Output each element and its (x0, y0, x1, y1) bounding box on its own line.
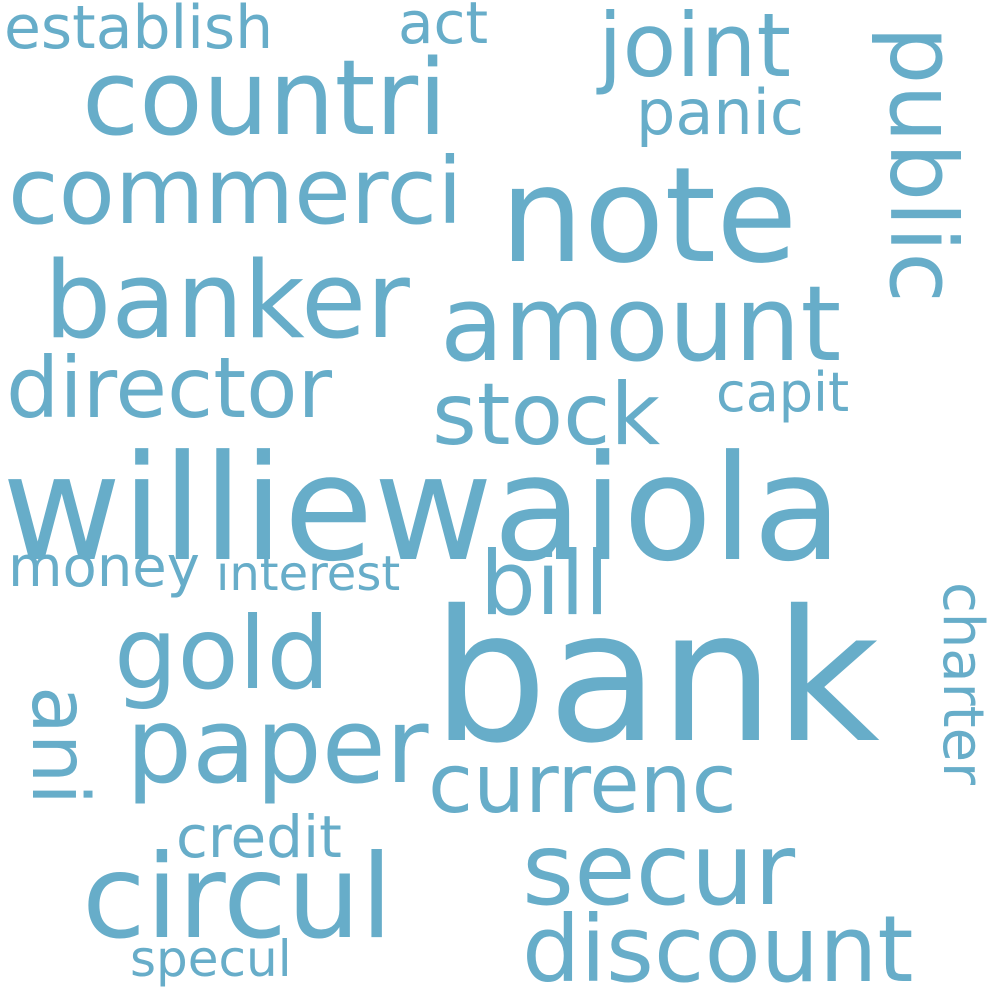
word-act: act (398, 0, 489, 57)
word-paper: paper (126, 685, 429, 807)
word-establish: establish (4, 0, 274, 63)
word-specul: specul (130, 930, 292, 988)
word-commerci: commerci (8, 138, 463, 245)
word-capit: capit (716, 361, 850, 424)
word-joint: joint (598, 0, 792, 97)
word-bill: bill (480, 532, 610, 635)
word-circul: circul (82, 830, 393, 965)
word-money: money (8, 535, 200, 600)
word-director: director (6, 339, 333, 437)
word-amount: amount (440, 263, 842, 385)
word-credit: credit (176, 803, 342, 871)
word-gold: gold (114, 595, 330, 712)
word-ani: ani (14, 686, 104, 805)
word-interest: interest (216, 546, 401, 602)
word-stock: stock (432, 365, 661, 465)
word-banker: banker (44, 239, 410, 362)
word-public: public (869, 26, 976, 303)
word-bank: bank (432, 571, 880, 783)
word-secur: secur (522, 811, 796, 928)
word-currenc: currenc (428, 737, 737, 832)
word-charter: charter (930, 582, 995, 786)
word-note: note (500, 139, 798, 293)
word-countri: countri (82, 37, 448, 159)
word-discount: discount (522, 896, 914, 1000)
word-panic: panic (636, 76, 804, 149)
word-williewaiola: williewaiola (2, 424, 843, 594)
